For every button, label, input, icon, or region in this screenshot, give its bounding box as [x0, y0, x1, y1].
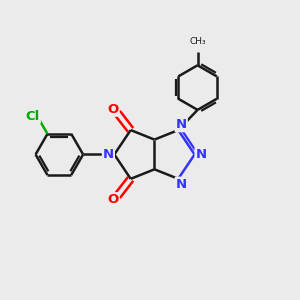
- Text: N: N: [176, 178, 187, 191]
- Text: N: N: [176, 118, 187, 131]
- Text: N: N: [196, 148, 207, 161]
- Text: CH₃: CH₃: [189, 37, 206, 46]
- Text: N: N: [103, 148, 114, 161]
- Text: O: O: [107, 103, 118, 116]
- Text: O: O: [107, 193, 118, 206]
- Text: Cl: Cl: [26, 110, 40, 123]
